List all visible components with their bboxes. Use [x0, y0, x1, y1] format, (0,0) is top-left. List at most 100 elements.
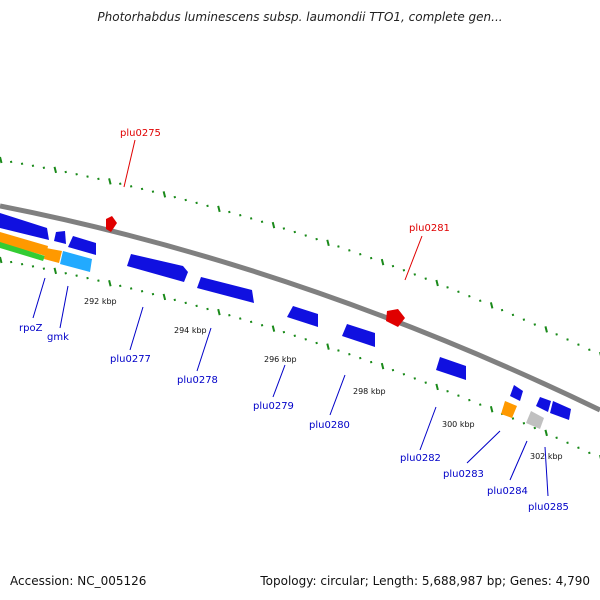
gene-arrow-plu0277[interactable]	[127, 254, 188, 282]
tick-mark	[0, 256, 3, 264]
tick-mark	[446, 390, 449, 393]
tick-mark	[522, 422, 526, 425]
gene-arrow-plu0280[interactable]	[342, 324, 375, 347]
tick-mark	[108, 178, 112, 185]
tick-mark	[64, 170, 67, 174]
tick-mark	[282, 330, 286, 334]
gene-label-plu0283[interactable]: plu0283	[443, 469, 484, 480]
tick-mark	[479, 403, 482, 406]
tick-mark	[337, 349, 340, 352]
gene-label-plu0281[interactable]: plu0281	[409, 223, 450, 234]
tick-mark	[206, 307, 209, 311]
gene-label-rpoZ[interactable]: rpoZ	[19, 323, 43, 334]
tick-mark	[402, 373, 406, 376]
gene-arrow-3[interactable]	[68, 236, 96, 255]
tick-mark	[566, 441, 569, 445]
gene-arrow-plu0275[interactable]	[106, 216, 117, 232]
tick-mark	[151, 292, 155, 296]
tick-mark	[42, 267, 46, 270]
tick-label-296: 296 kbp	[264, 355, 297, 364]
gene-arrow-plu0285a[interactable]	[536, 397, 551, 412]
tick-mark	[315, 237, 318, 241]
tick-mark	[53, 166, 58, 174]
gene-label-plu0275[interactable]: plu0275	[120, 128, 161, 139]
gene-arrow-plu0282[interactable]	[436, 357, 466, 380]
tick-mark	[500, 308, 504, 312]
tick-mark	[151, 190, 155, 193]
gene-arrow-plu0283[interactable]	[510, 385, 523, 401]
tick-mark	[511, 313, 515, 317]
gene-block-orange[interactable]	[44, 248, 62, 263]
tick-mark	[228, 210, 231, 214]
tick-mark	[184, 198, 187, 202]
tick-mark	[173, 195, 177, 199]
tick-mark	[533, 426, 537, 430]
gene-label-gmk[interactable]: gmk	[47, 332, 69, 343]
tick-mark	[544, 326, 548, 333]
tick-mark	[588, 348, 591, 352]
tick-mark	[489, 405, 494, 413]
tick-mark	[140, 187, 144, 191]
tick-mark	[380, 258, 385, 266]
tick-mark	[468, 295, 471, 298]
tick-mark	[588, 451, 591, 455]
gene-labels: plu0275 plu0281 rpoZ gmk plu0277 plu0278…	[19, 128, 569, 513]
tick-mark	[348, 249, 351, 252]
tick-label-298: 298 kbp	[353, 387, 386, 396]
leader-plu0279	[272, 364, 286, 398]
leader-plu0277	[129, 306, 144, 351]
tick-mark	[337, 245, 340, 248]
tick-mark	[108, 279, 112, 287]
tick-mark	[249, 320, 253, 324]
gene-arrow-2[interactable]	[54, 231, 66, 244]
gene-arrow-1[interactable]	[0, 213, 49, 240]
tick-mark	[359, 252, 362, 256]
gene-block-cyan[interactable]	[60, 251, 92, 272]
reverse-genes	[0, 213, 571, 429]
tick-mark	[435, 279, 439, 287]
gene-arrow-plu0281[interactable]	[386, 309, 405, 327]
tick-mark	[391, 368, 395, 372]
tick-mark	[119, 182, 122, 186]
gene-arrow-orange-strip	[0, 232, 48, 256]
gene-label-plu0279[interactable]: plu0279	[253, 401, 294, 412]
gene-label-plu0277[interactable]: plu0277	[110, 354, 151, 365]
tick-mark	[479, 299, 482, 303]
tick-mark	[239, 317, 242, 320]
gene-arrow-plu0278[interactable]	[197, 277, 254, 303]
tick-mark	[315, 341, 318, 345]
tick-mark	[566, 338, 569, 341]
tick-mark	[31, 265, 35, 268]
gene-block-plu0284[interactable]	[526, 411, 544, 429]
gene-arrow-plu0285b[interactable]	[550, 401, 571, 420]
leader-plu0283	[466, 430, 501, 464]
tick-mark	[413, 273, 417, 276]
tick-mark	[75, 274, 78, 277]
tick-mark	[162, 293, 167, 301]
tick-mark	[260, 220, 264, 223]
tick-mark	[86, 175, 89, 178]
tick-mark	[249, 217, 253, 220]
accession-text: Accession: NC_005126	[10, 574, 147, 588]
gene-label-plu0282[interactable]: plu0282	[400, 453, 441, 464]
gene-arrow-plu0279[interactable]	[287, 306, 318, 327]
tick-label-300: 300 kbp	[442, 420, 475, 429]
tick-mark	[555, 333, 558, 336]
gene-label-plu0285[interactable]: plu0285	[528, 502, 569, 513]
tick-mark	[20, 162, 24, 166]
tick-mark	[577, 446, 580, 450]
tick-mark	[217, 308, 221, 316]
tick-label-294: 294 kbp	[174, 326, 207, 335]
tick-mark	[162, 191, 167, 198]
gene-label-plu0284[interactable]: plu0284	[487, 486, 528, 497]
tick-mark	[511, 417, 515, 420]
gene-label-plu0280[interactable]: plu0280	[309, 420, 350, 431]
tick-mark	[457, 394, 460, 397]
tick-mark	[577, 343, 580, 346]
gene-block-plu0283[interactable]	[501, 401, 517, 418]
leader-plu0278	[196, 327, 212, 372]
leader-plu0280	[329, 374, 346, 416]
gene-label-plu0278[interactable]: plu0278	[177, 375, 218, 386]
leader-plu0284	[509, 440, 528, 481]
